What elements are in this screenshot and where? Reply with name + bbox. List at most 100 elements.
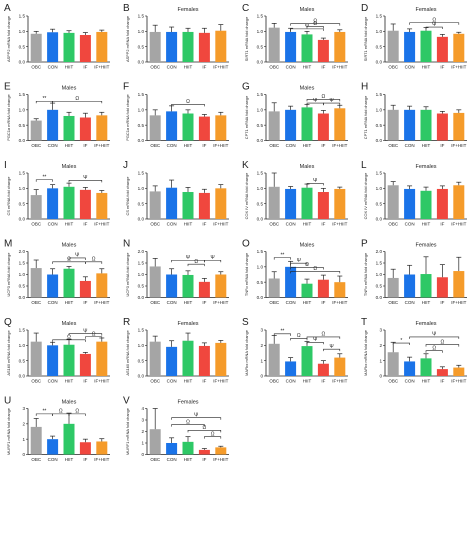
significance-bracket bbox=[425, 344, 460, 347]
bar-con bbox=[404, 361, 416, 376]
bar-obc bbox=[149, 266, 161, 298]
panel-letter: Q bbox=[4, 317, 12, 328]
panel-letter: F bbox=[123, 82, 129, 93]
bar-obc bbox=[30, 426, 42, 455]
significance-marker: Ψ bbox=[83, 175, 87, 181]
y-tick-label: 0.0 bbox=[257, 138, 264, 143]
y-tick-label: 1.0 bbox=[138, 272, 145, 277]
y-axis-label: PGC1α mRNA fold change bbox=[6, 94, 11, 140]
significance-marker: Ω bbox=[297, 333, 301, 339]
x-tick-label: IF bbox=[83, 143, 87, 148]
y-tick-label: 0 bbox=[22, 452, 25, 457]
bar-hiit bbox=[182, 192, 194, 219]
x-tick-label: OBC bbox=[150, 457, 161, 462]
y-tick-label: 1.0 bbox=[19, 343, 26, 348]
significance-marker: ** bbox=[280, 252, 284, 258]
panel-letter: D bbox=[361, 3, 368, 14]
panel-letter: T bbox=[361, 317, 367, 328]
x-tick-label: CON bbox=[286, 65, 296, 70]
bar-if bbox=[198, 345, 210, 376]
panel-title: Females bbox=[177, 7, 198, 13]
chart-panel-e: E Males PGC1α mRNA fold change 0.0 0.5 1.0 1.5… bbox=[4, 82, 110, 148]
bar-hiit bbox=[420, 109, 432, 141]
x-tick-label: HIIT bbox=[184, 457, 193, 462]
panel-letter: E bbox=[4, 82, 11, 93]
y-tick-label: 0.5 bbox=[257, 123, 264, 128]
bar-con bbox=[47, 274, 59, 298]
y-tick-label: 0.5 bbox=[19, 123, 26, 128]
y-tick-label: 0.5 bbox=[19, 358, 26, 363]
bar-if-hiit bbox=[215, 30, 227, 62]
x-tick-label: HIIT bbox=[184, 300, 193, 305]
x-tick-label: IF bbox=[440, 65, 444, 70]
significance-marker: ** bbox=[42, 175, 46, 181]
bar-if bbox=[198, 32, 210, 62]
x-tick-label: IF+HIIT bbox=[451, 143, 466, 148]
y-tick-label: 2 bbox=[379, 343, 382, 348]
y-axis-label: ASPP2 mRNA fold change bbox=[6, 16, 11, 62]
bar-if bbox=[79, 353, 91, 376]
x-tick-label: CON bbox=[405, 143, 415, 148]
x-tick-label: HIIT bbox=[65, 457, 74, 462]
significance-bracket bbox=[68, 413, 86, 416]
chart-panel-k: K Males COX IV mRNA fold change 0.0 0.5 1.0 1.… bbox=[242, 160, 348, 227]
bar-if-hiit bbox=[334, 188, 346, 219]
significance-bracket bbox=[52, 339, 86, 342]
bar-hiit bbox=[63, 115, 75, 141]
x-tick-label: OBC bbox=[31, 222, 42, 227]
panel-title: Females bbox=[415, 164, 436, 170]
significance-marker: Ω bbox=[313, 21, 317, 27]
bar-obc bbox=[30, 33, 42, 62]
significance-bracket bbox=[35, 179, 53, 182]
chart-panel-m: M Males UCP3 mRNA fold change 0.0 0.5 1.0 1.5 2… bbox=[4, 239, 110, 305]
significance-bracket bbox=[204, 436, 222, 439]
y-tick-label: 1.0 bbox=[19, 108, 26, 113]
chart-panel-i: I Males CS mRNA fold change 0.0 0.5 1.0 1.5 OBC… bbox=[4, 160, 110, 227]
y-tick-label: 1.5 bbox=[19, 14, 26, 19]
y-tick-label: 0.0 bbox=[376, 295, 383, 300]
significance-marker: Ψ bbox=[211, 255, 215, 261]
bar-obc bbox=[268, 278, 280, 298]
y-tick-label: 2 bbox=[22, 422, 25, 427]
y-tick-label: 1.0 bbox=[376, 186, 383, 191]
significance-marker: Ψ bbox=[432, 332, 436, 338]
bar-obc bbox=[387, 109, 399, 141]
y-tick-label: 0.0 bbox=[19, 60, 26, 65]
y-tick-label: 0.5 bbox=[138, 44, 145, 49]
bar-hiit bbox=[301, 283, 313, 298]
chart-panel-o: O Males TNFα mRNA fold change 0.0 0.5 1.0 1.5 O… bbox=[242, 239, 348, 305]
x-tick-label: IF+HIIT bbox=[213, 457, 228, 462]
bar-if-hiit bbox=[334, 108, 346, 141]
x-tick-label: IF bbox=[202, 379, 206, 384]
bar-hiit bbox=[182, 441, 194, 455]
significance-bracket bbox=[290, 262, 308, 266]
x-tick-label: HIIT bbox=[303, 300, 312, 305]
x-tick-label: HIIT bbox=[65, 65, 74, 70]
panel-title: Females bbox=[415, 7, 436, 13]
panel-title: Males bbox=[300, 243, 315, 249]
significance-bracket bbox=[171, 424, 205, 427]
bar-obc bbox=[30, 268, 42, 298]
y-tick-label: 3 bbox=[141, 418, 144, 423]
y-tick-label: 3 bbox=[260, 328, 263, 333]
bar-if-hiit bbox=[96, 115, 108, 141]
y-tick-label: 1.0 bbox=[19, 186, 26, 191]
x-tick-label: IF bbox=[202, 143, 206, 148]
panel-title: Males bbox=[300, 164, 315, 170]
y-tick-label: 1.5 bbox=[138, 328, 145, 333]
y-tick-label: 1.0 bbox=[19, 272, 26, 277]
significance-bracket bbox=[306, 183, 324, 186]
y-tick-label: 1.0 bbox=[376, 272, 383, 277]
bar-con bbox=[404, 31, 416, 62]
y-axis-label: MAFbx mRNA fold change bbox=[244, 330, 249, 376]
bar-if bbox=[79, 280, 91, 298]
bar-con bbox=[47, 439, 59, 455]
bar-obc bbox=[268, 186, 280, 219]
significance-bracket bbox=[306, 336, 341, 339]
significance-marker: Ω bbox=[75, 409, 79, 415]
x-tick-label: OBC bbox=[150, 379, 161, 384]
y-tick-label: 0.0 bbox=[138, 138, 145, 143]
significance-bracket bbox=[290, 28, 324, 31]
chart-panel-b: B Females ASPP2 mRNA fold change 0.0 0.5 1.0 1… bbox=[123, 3, 229, 70]
